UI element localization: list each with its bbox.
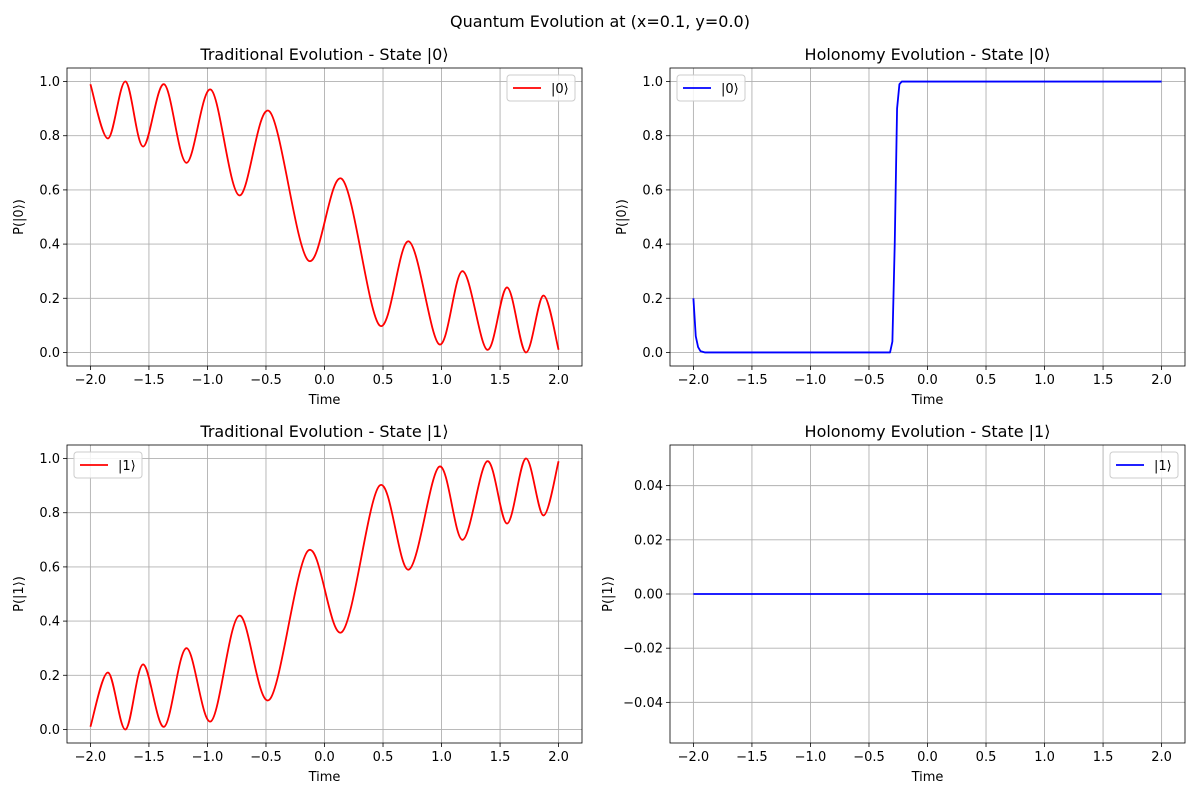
x-tick-label: −1.5	[736, 373, 768, 388]
plot-area: Traditional Evolution - State |1⟩ −2.0 −1.…	[12, 422, 583, 785]
x-axis-label: Time	[911, 770, 944, 785]
legend: |0⟩	[506, 74, 576, 102]
y-tick-label: 0.0	[642, 346, 663, 361]
legend-label: |0⟩	[721, 82, 739, 97]
y-tick-label: 0.8	[642, 129, 663, 144]
legend: |1⟩	[1109, 451, 1179, 479]
legend: |0⟩	[676, 74, 746, 102]
plot-area: Holonomy Evolution - State |1⟩ −2.0 −1.5 −1…	[601, 422, 1186, 785]
y-tick-label: 0.6	[642, 183, 663, 198]
x-tick-label: 1.0	[1034, 373, 1055, 388]
x-tick-label: −1.0	[192, 373, 224, 388]
y-tick-label: −0.04	[623, 696, 663, 711]
y-tick-label: 0.2	[642, 292, 663, 307]
x-tick-label: 0.0	[917, 373, 938, 388]
y-tick-label: 0.8	[39, 129, 60, 144]
y-tick-label: 0.6	[39, 560, 60, 575]
series-line	[692, 80, 1162, 354]
chart-holonomy-state-1: Holonomy Evolution - State |1⟩ −2.0 −1.5 −1…	[601, 422, 1186, 785]
axes-frame	[66, 67, 583, 367]
legend-label: |1⟩	[1154, 459, 1172, 474]
chart-traditional-state-0: Traditional Evolution - State |0⟩ −2.0 −1.…	[12, 45, 583, 408]
y-tick-label: 1.0	[39, 75, 60, 90]
x-tick-label: 1.5	[490, 750, 511, 765]
x-tick-label: 0.5	[976, 750, 997, 765]
x-tick-label: 1.5	[1093, 373, 1114, 388]
x-tick-label: 0.0	[314, 373, 335, 388]
chart-title: Traditional Evolution - State |1⟩	[199, 422, 448, 441]
x-tick-label: 1.5	[1093, 750, 1114, 765]
figure-title: Quantum Evolution at (x=0.1, y=0.0)	[450, 12, 750, 31]
plot-area: Traditional Evolution - State |0⟩ −2.0 −1.…	[12, 45, 583, 408]
x-tick-label: −0.5	[250, 750, 282, 765]
x-tick-label: 2.0	[548, 750, 569, 765]
y-tick-label: 0.02	[634, 533, 663, 548]
x-tick-label: 2.0	[1151, 750, 1172, 765]
x-tick-label: −1.0	[192, 750, 224, 765]
y-tick-label: 0.2	[39, 292, 60, 307]
x-tick-label: 2.0	[1151, 373, 1172, 388]
chart-holonomy-state-0: Holonomy Evolution - State |0⟩ −2.0 −1.5 −1…	[615, 45, 1186, 408]
y-tick-label: 0.04	[634, 479, 663, 494]
axes-frame	[669, 67, 1186, 367]
x-axis-label: Time	[308, 393, 341, 408]
chart-title: Holonomy Evolution - State |1⟩	[805, 422, 1051, 441]
x-tick-label: 1.0	[431, 373, 452, 388]
series-line	[89, 80, 560, 354]
y-axis-label: P(|1⟩)	[601, 576, 616, 612]
x-tick-label: −0.5	[853, 750, 885, 765]
x-tick-label: −2.0	[75, 373, 107, 388]
y-tick-label: 0.4	[39, 238, 60, 253]
x-tick-label: −1.5	[133, 373, 165, 388]
y-tick-label: −0.02	[623, 642, 663, 657]
plot-area: Holonomy Evolution - State |0⟩ −2.0 −1.5 −1…	[615, 45, 1186, 408]
y-axis-label: P(|1⟩)	[12, 576, 27, 612]
x-axis-label: Time	[911, 393, 944, 408]
y-tick-label: 1.0	[39, 452, 60, 467]
x-tick-label: 1.0	[1034, 750, 1055, 765]
x-tick-label: 0.5	[976, 373, 997, 388]
legend-label: |0⟩	[551, 82, 569, 97]
y-axis-label: P(|0⟩)	[12, 199, 27, 235]
x-tick-label: −1.0	[795, 373, 827, 388]
x-tick-label: 1.0	[431, 750, 452, 765]
axes-frame	[66, 444, 583, 744]
y-axis-label: P(|0⟩)	[615, 199, 630, 235]
axes-frame	[669, 444, 1186, 744]
x-tick-label: 0.0	[314, 750, 335, 765]
y-tick-label: 0.0	[39, 723, 60, 738]
chart-traditional-state-1: Traditional Evolution - State |1⟩ −2.0 −1.…	[12, 422, 583, 785]
y-tick-label: 0.8	[39, 506, 60, 521]
x-tick-label: 0.0	[917, 750, 938, 765]
y-tick-label: 0.6	[39, 183, 60, 198]
chart-title: Holonomy Evolution - State |0⟩	[805, 45, 1051, 64]
y-tick-label: 0.0	[39, 346, 60, 361]
y-tick-label: 0.00	[634, 588, 663, 603]
x-tick-label: −1.5	[133, 750, 165, 765]
x-tick-label: 0.5	[373, 373, 394, 388]
legend-label: |1⟩	[118, 459, 136, 474]
x-tick-label: −2.0	[75, 750, 107, 765]
x-axis-label: Time	[308, 770, 341, 785]
legend: |1⟩	[73, 451, 143, 479]
series-line	[89, 457, 560, 731]
x-tick-label: −1.5	[736, 750, 768, 765]
x-tick-label: −1.0	[795, 750, 827, 765]
x-tick-label: −2.0	[678, 750, 710, 765]
y-tick-label: 0.2	[39, 669, 60, 684]
x-tick-label: −0.5	[853, 373, 885, 388]
x-tick-label: −0.5	[250, 373, 282, 388]
x-tick-label: 2.0	[548, 373, 569, 388]
x-tick-label: 0.5	[373, 750, 394, 765]
y-tick-label: 0.4	[39, 615, 60, 630]
x-tick-label: 1.5	[490, 373, 511, 388]
y-tick-label: 0.4	[642, 238, 663, 253]
y-tick-label: 1.0	[642, 75, 663, 90]
x-tick-label: −2.0	[678, 373, 710, 388]
chart-title: Traditional Evolution - State |0⟩	[199, 45, 448, 64]
